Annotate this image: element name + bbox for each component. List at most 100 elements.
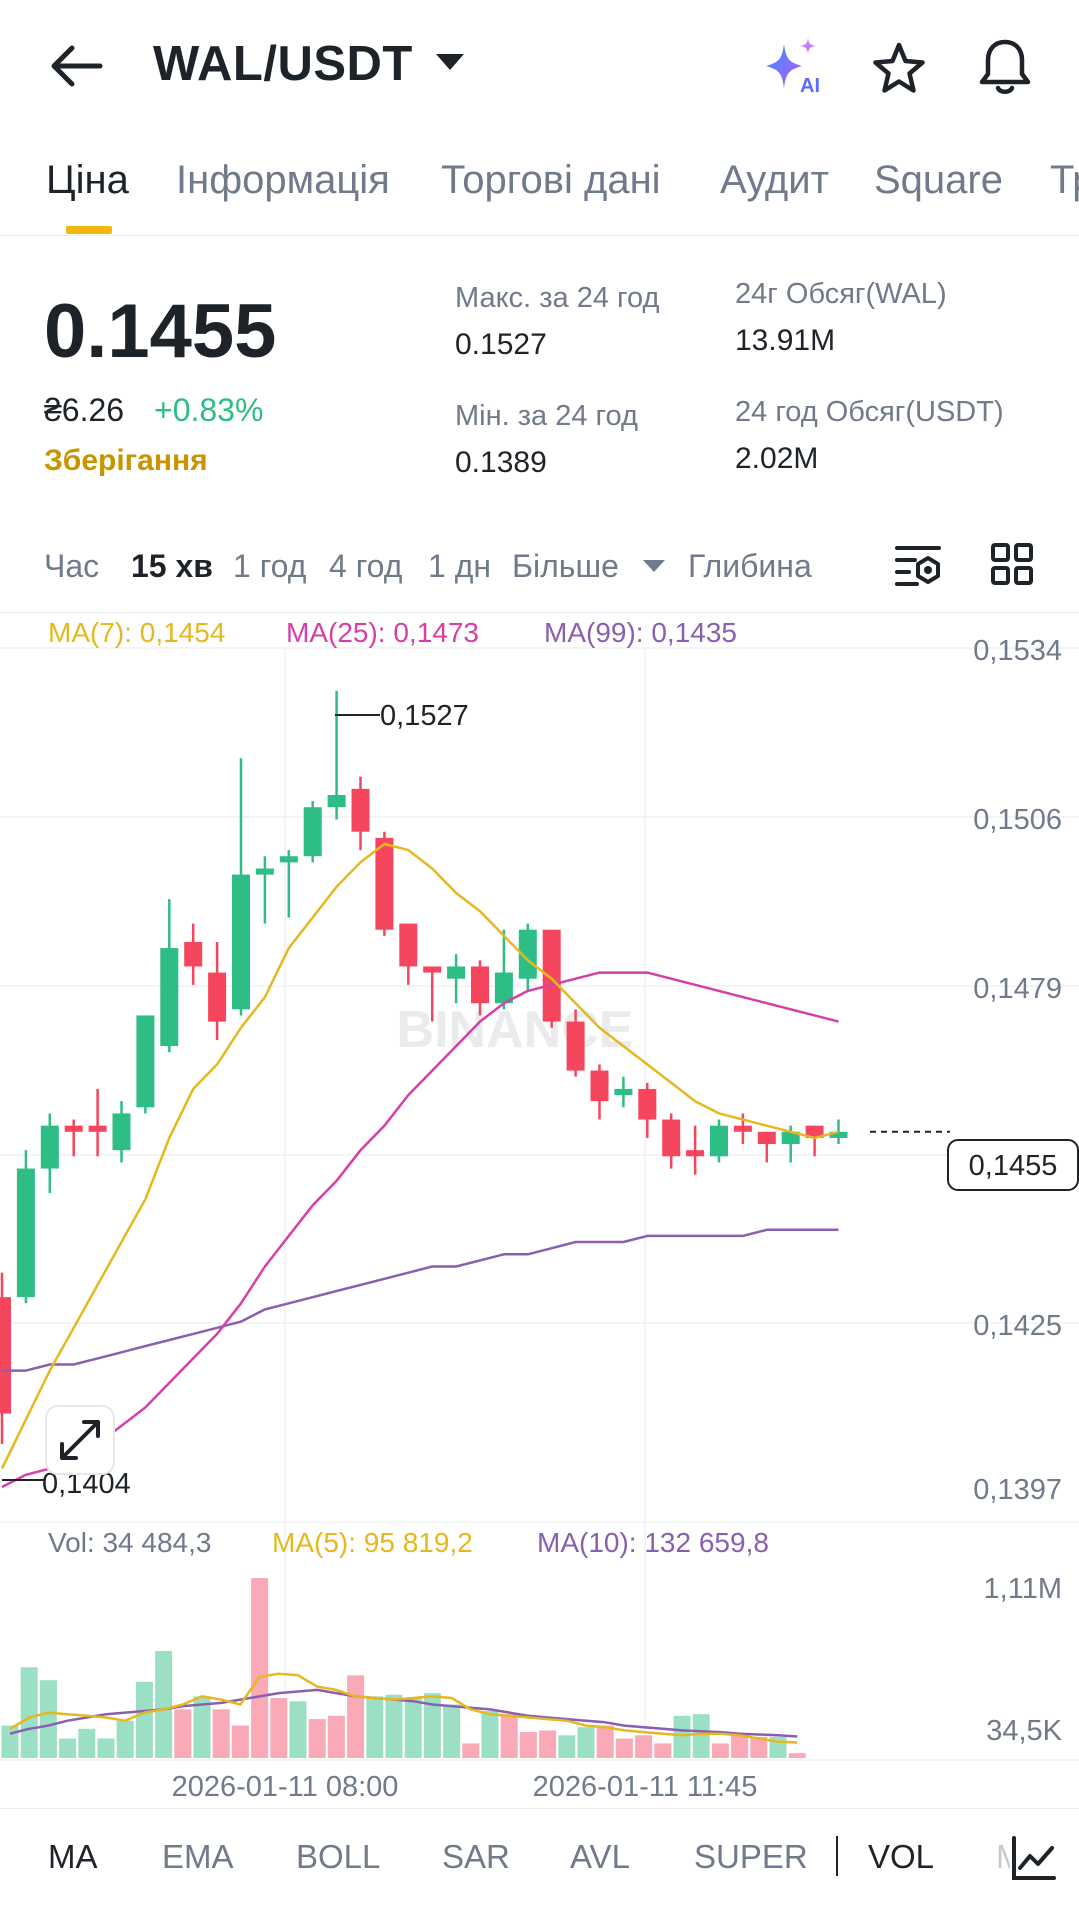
divider <box>0 612 1079 613</box>
candle-body <box>638 1088 657 1120</box>
indicator-super[interactable]: SUPER <box>694 1838 808 1875</box>
last-price-tag-label: 0,1455 <box>969 1150 1058 1182</box>
candle-body <box>566 1021 585 1071</box>
candle-body <box>686 1150 705 1157</box>
candle-body <box>16 1168 35 1298</box>
volume-bar <box>750 1736 768 1758</box>
storage-link[interactable]: Зберігання <box>44 444 208 477</box>
volume-bar <box>788 1753 806 1758</box>
divider <box>0 1808 1079 1809</box>
tab-more[interactable]: Тр <box>1050 158 1079 202</box>
interval-more[interactable]: Більше <box>512 548 619 584</box>
ma-lines <box>0 842 839 1489</box>
indicator-sar[interactable]: SAR <box>442 1838 510 1875</box>
vol-quote-value: 2.02M <box>735 442 819 475</box>
ma99-line <box>2 1228 839 1372</box>
divider <box>0 235 1079 236</box>
watermark-text: BINANCE <box>397 1001 634 1059</box>
volume-bar <box>558 1735 576 1758</box>
candle-body <box>781 1131 800 1145</box>
tab-price[interactable]: Ціна <box>46 158 129 202</box>
volume-bar <box>193 1696 211 1758</box>
candle-body <box>494 972 513 1004</box>
expand-chart-button[interactable] <box>45 1405 115 1475</box>
volume-bar <box>97 1738 115 1758</box>
candle-body <box>614 1088 633 1096</box>
candle-body <box>112 1113 131 1151</box>
bell-icon[interactable] <box>974 36 1036 98</box>
volume-bar <box>635 1735 653 1758</box>
volume-bar <box>20 1667 38 1758</box>
candle-body <box>757 1131 776 1145</box>
ma25-line <box>1 971 839 1489</box>
ma7-legend: MA(7): 0,1454 <box>48 617 225 648</box>
candle-body <box>447 966 466 979</box>
interval-4h[interactable]: 4 год <box>329 548 403 584</box>
x-tick-label: 2026-01-11 11:45 <box>533 1771 758 1803</box>
indicator-ma[interactable]: MA <box>48 1838 98 1875</box>
candle-body <box>160 948 179 1047</box>
volume-bar <box>692 1714 710 1758</box>
low-24h-value: 0.1389 <box>455 446 547 479</box>
high-24h-value: 0.1527 <box>455 328 547 361</box>
tab-audit[interactable]: Аудит <box>720 158 829 202</box>
star-icon[interactable] <box>870 40 928 98</box>
indicator-avl[interactable]: AVL <box>570 1838 630 1875</box>
indicator-ema[interactable]: EMA <box>162 1838 234 1875</box>
x-tick-label: 2026-01-11 08:00 <box>172 1771 399 1803</box>
indicator-boll[interactable]: BOLL <box>296 1838 381 1875</box>
indicator-chart-icon[interactable] <box>1010 1834 1058 1882</box>
tab-bar: Ціна Інформація Торгові дані Аудит Squar… <box>0 150 1079 236</box>
time-label: Час <box>44 548 100 584</box>
volume-bar <box>270 1698 288 1758</box>
interval-1d[interactable]: 1 дн <box>428 548 492 584</box>
tab-info[interactable]: Інформація <box>176 158 390 202</box>
candle-body <box>710 1125 728 1157</box>
back-arrow-icon[interactable] <box>48 42 104 90</box>
candlestick-chart[interactable]: BINANCE MA(7): 0,1454 MA(25): 0,1473 MA(… <box>0 612 1079 1810</box>
interval-1h[interactable]: 1 год <box>233 548 307 584</box>
volume-bar <box>385 1694 403 1758</box>
y-tick-label: 0,1534 <box>973 635 1062 667</box>
y-tick-label: 0,1506 <box>973 804 1062 836</box>
indicator-vol[interactable]: VOL <box>868 1838 935 1875</box>
depth-tab[interactable]: Глибина <box>688 548 812 584</box>
volume-bar <box>39 1680 57 1758</box>
low-24h-label: Мін. за 24 год <box>455 400 638 432</box>
volume-legend: Vol: 34 484,3 MA(5): 95 819,2 MA(10): 13… <box>48 1527 769 1558</box>
interval-15m[interactable]: 15 хв <box>131 548 213 584</box>
tab-trading-data[interactable]: Торгові дані <box>441 158 661 202</box>
volume-bars <box>1 1578 806 1758</box>
price-axis: 0,1534 0,1506 0,1479 0,1425 0,1397 <box>973 635 1062 1506</box>
high-24h-label: Макс. за 24 год <box>455 282 660 314</box>
candle-body <box>733 1125 752 1132</box>
volume-ma10-line <box>9 1688 798 1738</box>
candle-body <box>88 1125 107 1132</box>
volume-bar <box>481 1710 499 1758</box>
volume-bar <box>443 1704 461 1758</box>
ma7-line <box>0 842 839 1470</box>
grid-layout-icon[interactable] <box>990 542 1034 586</box>
tab-square[interactable]: Square <box>874 158 1003 202</box>
vol-ma5-legend: MA(5): 95 819,2 <box>272 1527 473 1558</box>
active-tab-indicator <box>66 226 112 234</box>
ma99-legend: MA(99): 0,1435 <box>544 617 737 648</box>
chevron-down-icon[interactable] <box>643 560 665 572</box>
volume-bar <box>308 1719 326 1758</box>
pair-title[interactable]: WAL/USDT <box>153 37 413 91</box>
chart-settings-icon[interactable] <box>895 542 943 588</box>
volume-bar <box>404 1698 422 1758</box>
volume-bar <box>654 1743 672 1758</box>
chevron-down-icon[interactable] <box>436 54 464 70</box>
vol-base-label: 24г Обсяг(WAL) <box>735 278 947 310</box>
candle-body <box>542 929 561 1022</box>
candle-body <box>351 788 370 832</box>
last-price-tag <box>947 1139 1079 1191</box>
volume-bar <box>155 1650 173 1758</box>
candle-body <box>303 807 322 857</box>
ai-sparkle-icon[interactable]: AI <box>762 34 826 98</box>
volume-bar <box>731 1735 749 1758</box>
volume-bar <box>423 1693 441 1758</box>
candle-body <box>40 1125 59 1169</box>
volume-bar <box>500 1714 518 1758</box>
